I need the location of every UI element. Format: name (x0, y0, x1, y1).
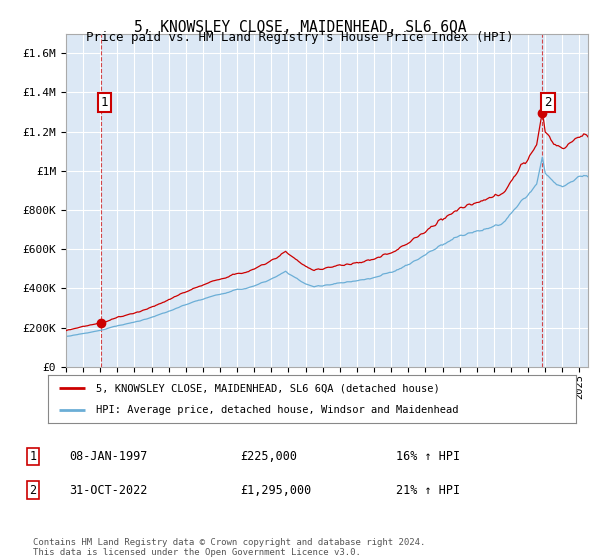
Text: 5, KNOWSLEY CLOSE, MAIDENHEAD, SL6 6QA (detached house): 5, KNOWSLEY CLOSE, MAIDENHEAD, SL6 6QA (… (95, 384, 439, 394)
Text: £225,000: £225,000 (240, 450, 297, 463)
Text: HPI: Average price, detached house, Windsor and Maidenhead: HPI: Average price, detached house, Wind… (95, 405, 458, 415)
Text: 2: 2 (544, 96, 551, 109)
Text: 1: 1 (29, 450, 37, 463)
Text: £1,295,000: £1,295,000 (240, 483, 311, 497)
Text: 1: 1 (101, 96, 108, 109)
Text: 08-JAN-1997: 08-JAN-1997 (69, 450, 148, 463)
Text: Price paid vs. HM Land Registry's House Price Index (HPI): Price paid vs. HM Land Registry's House … (86, 31, 514, 44)
Text: 5, KNOWSLEY CLOSE, MAIDENHEAD, SL6 6QA: 5, KNOWSLEY CLOSE, MAIDENHEAD, SL6 6QA (134, 20, 466, 35)
Text: 21% ↑ HPI: 21% ↑ HPI (396, 483, 460, 497)
Text: 31-OCT-2022: 31-OCT-2022 (69, 483, 148, 497)
Text: 2: 2 (29, 483, 37, 497)
Text: 16% ↑ HPI: 16% ↑ HPI (396, 450, 460, 463)
Text: Contains HM Land Registry data © Crown copyright and database right 2024.
This d: Contains HM Land Registry data © Crown c… (33, 538, 425, 557)
